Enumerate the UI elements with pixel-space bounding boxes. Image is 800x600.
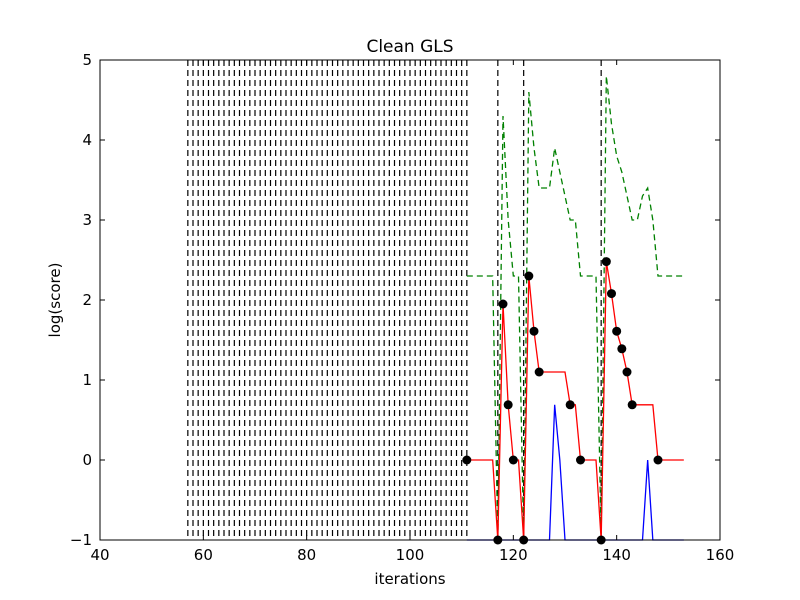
data-point [607, 289, 616, 299]
chart-title: Clean GLS [366, 37, 453, 57]
data-point [627, 400, 637, 410]
x-tick-label: 160 [706, 546, 735, 564]
x-tick-label: 40 [90, 546, 109, 564]
x-tick-label: 100 [396, 546, 425, 564]
data-point [529, 326, 539, 336]
y-tick-label: 1 [82, 371, 92, 389]
x-tick-label: 120 [499, 546, 528, 564]
axis-ticks: 40 60 80 100 120 140 160 −1 0 1 2 3 4 5 [70, 51, 734, 564]
y-tick-label: 0 [82, 451, 92, 469]
data-point [508, 455, 518, 465]
y-axis-label: log(score) [46, 263, 64, 338]
y-tick-label: 2 [82, 291, 92, 309]
data-point [653, 455, 663, 465]
x-axis-label: iterations [374, 570, 445, 588]
y-tick-label: 5 [82, 51, 92, 69]
data-point [498, 299, 508, 309]
x-tick-label: 140 [602, 546, 631, 564]
y-tick-label: 4 [82, 131, 92, 149]
data-point [617, 344, 627, 354]
data-point [503, 400, 513, 410]
data-point [462, 455, 472, 465]
x-tick-label: 60 [194, 546, 213, 564]
y-tick-label: −1 [70, 531, 92, 549]
x-tick-label: 80 [297, 546, 316, 564]
data-point [612, 326, 622, 336]
data-point [622, 367, 632, 377]
data-point [601, 257, 611, 267]
y-tick-label: 3 [82, 211, 92, 229]
data-point [534, 367, 544, 377]
data-point [576, 455, 585, 465]
data-point [565, 400, 575, 410]
data-point [524, 271, 534, 281]
vertical-lines [187, 60, 602, 540]
